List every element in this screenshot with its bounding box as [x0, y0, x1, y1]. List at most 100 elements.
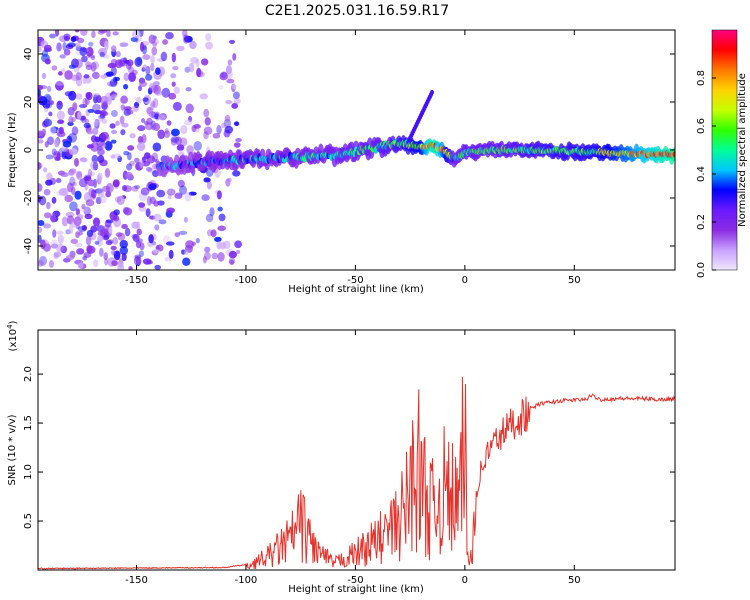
noise-blob — [136, 56, 143, 66]
noise-blob — [151, 46, 158, 56]
noise-blob — [58, 188, 68, 196]
noise-blob — [71, 186, 76, 195]
noise-blob — [71, 126, 79, 136]
noise-blob — [76, 170, 83, 178]
noise-blob — [57, 170, 66, 176]
noise-blob — [62, 42, 67, 51]
noise-blob — [174, 192, 183, 199]
noise-blob — [127, 152, 132, 161]
noise-blob — [106, 81, 116, 87]
noise-blob — [137, 125, 146, 132]
noise-blob — [61, 216, 69, 227]
noise-blob — [185, 87, 192, 92]
noise-blob — [106, 30, 111, 38]
noise-blob — [165, 31, 174, 40]
noise-blob — [139, 41, 145, 52]
noise-blob — [205, 33, 212, 42]
noise-blob — [171, 81, 176, 87]
noise-blob — [56, 110, 65, 121]
noise-blob — [95, 196, 102, 205]
x-tick-label: 50 — [568, 575, 581, 586]
noise-blob — [157, 200, 165, 206]
noise-blob — [119, 246, 129, 256]
noise-blob — [51, 65, 58, 71]
snr-y-label: SNR (10 * v/v) — [7, 414, 18, 485]
snr-multiplier-label: (x104) — [6, 320, 19, 351]
noise-blob — [119, 42, 129, 48]
noise-blob — [174, 232, 180, 238]
noise-blob — [136, 142, 146, 151]
noise-blob — [55, 81, 65, 86]
noise-blob — [165, 241, 175, 246]
noise-blob — [70, 36, 77, 43]
noise-blob — [149, 82, 155, 92]
noise-blob — [38, 45, 42, 53]
noise-blob — [123, 150, 130, 156]
noise-blob — [83, 122, 91, 129]
noise-blob — [220, 71, 228, 79]
noise-blob — [47, 136, 55, 146]
noise-blob — [150, 62, 155, 72]
noise-blob — [148, 34, 156, 44]
noise-blob — [142, 64, 148, 70]
noise-blob — [87, 144, 94, 149]
noise-blob — [86, 229, 94, 238]
noise-blob — [98, 30, 108, 34]
y-tick-label: 40 — [23, 48, 34, 61]
noise-blob — [38, 93, 43, 102]
noise-blob — [96, 146, 103, 151]
noise-blob — [112, 237, 119, 245]
noise-blob — [224, 125, 234, 134]
noise-blob — [179, 137, 188, 147]
noise-blob — [86, 130, 93, 135]
x-tick-label: 50 — [568, 275, 581, 286]
noise-blob — [167, 193, 172, 200]
noise-blob — [205, 41, 214, 50]
noise-blob — [212, 132, 221, 139]
noise-blob — [135, 96, 142, 104]
noise-blob — [131, 69, 138, 76]
noise-blob — [209, 207, 215, 217]
noise-blob — [170, 136, 179, 143]
noise-blob — [72, 182, 77, 187]
y-tick-label: -40 — [23, 238, 34, 254]
noise-blob — [51, 196, 57, 204]
noise-blob — [203, 177, 211, 183]
noise-blob — [78, 104, 88, 109]
snr-x-label: Height of straight line (km) — [288, 584, 424, 595]
noise-blob — [105, 191, 112, 198]
colorbar-tick-label: 0.8 — [696, 70, 707, 86]
noise-blob — [115, 120, 120, 126]
noise-blob — [131, 185, 139, 192]
noise-blob — [152, 142, 162, 152]
noise-blob — [138, 206, 147, 212]
noise-blob — [92, 162, 99, 171]
noise-blob — [94, 188, 104, 194]
noise-blob — [57, 101, 63, 106]
noise-blob — [100, 131, 109, 140]
noise-blob — [102, 185, 111, 193]
noise-blob — [75, 231, 80, 239]
noise-blob — [69, 176, 76, 187]
noise-blob — [232, 91, 240, 100]
noise-blob — [217, 206, 223, 212]
noise-blob — [117, 262, 125, 270]
noise-blob — [233, 98, 241, 104]
noise-blob — [183, 216, 188, 223]
y-tick-label: 2.0 — [23, 366, 34, 382]
noise-blob — [70, 238, 78, 244]
noise-blob — [155, 67, 161, 75]
noise-blob — [115, 51, 121, 58]
noise-blob — [145, 122, 154, 131]
noise-blob — [117, 232, 126, 241]
noise-blob — [141, 118, 146, 123]
snr-y-ticks: 0.5 1.0 1.5 2.0 — [23, 366, 675, 529]
noise-blob — [104, 141, 113, 151]
noise-blob — [90, 61, 97, 72]
noise-blob — [85, 199, 95, 207]
noise-blob — [201, 194, 210, 202]
noise-blob — [67, 171, 76, 177]
noise-blob — [137, 135, 144, 144]
snr-x-ticks: -150 -100 -50 0 50 — [125, 330, 581, 586]
noise-blob — [138, 202, 146, 208]
